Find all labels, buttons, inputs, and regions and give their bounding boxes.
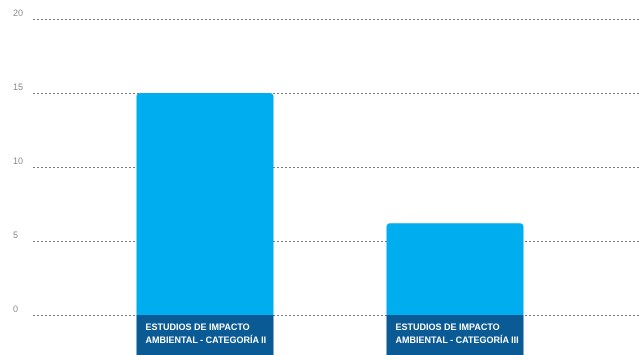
category-label-band-1 (136, 315, 274, 355)
category-label-2-line-2: AMBIENTAL - CATEGORÍA III (396, 335, 519, 345)
bars: ESTUDIOS DE IMPACTO AMBIENTAL - CATEGORÍA… (136, 93, 524, 355)
bar-group-1: ESTUDIOS DE IMPACTO AMBIENTAL - CATEGORÍA… (136, 93, 274, 355)
y-tick-label-20: 20 (13, 8, 23, 18)
y-axis-tick-labels: 0 5 10 15 20 (13, 8, 23, 314)
category-label-2-line-1: ESTUDIOS DE IMPACTO (396, 322, 500, 332)
gridlines (33, 19, 641, 316)
bar-group-2: ESTUDIOS DE IMPACTO AMBIENTAL - CATEGORÍA… (386, 223, 524, 355)
y-tick-label-0: 0 (13, 304, 18, 314)
category-label-band-2 (386, 315, 524, 355)
y-tick-label-15: 15 (13, 82, 23, 92)
bar-1 (136, 93, 274, 355)
y-tick-label-5: 5 (13, 230, 18, 240)
category-label-1-line-1: ESTUDIOS DE IMPACTO (146, 322, 250, 332)
y-tick-label-10: 10 (13, 156, 23, 166)
category-label-1-line-2: AMBIENTAL - CATEGORÍA II (146, 335, 267, 345)
